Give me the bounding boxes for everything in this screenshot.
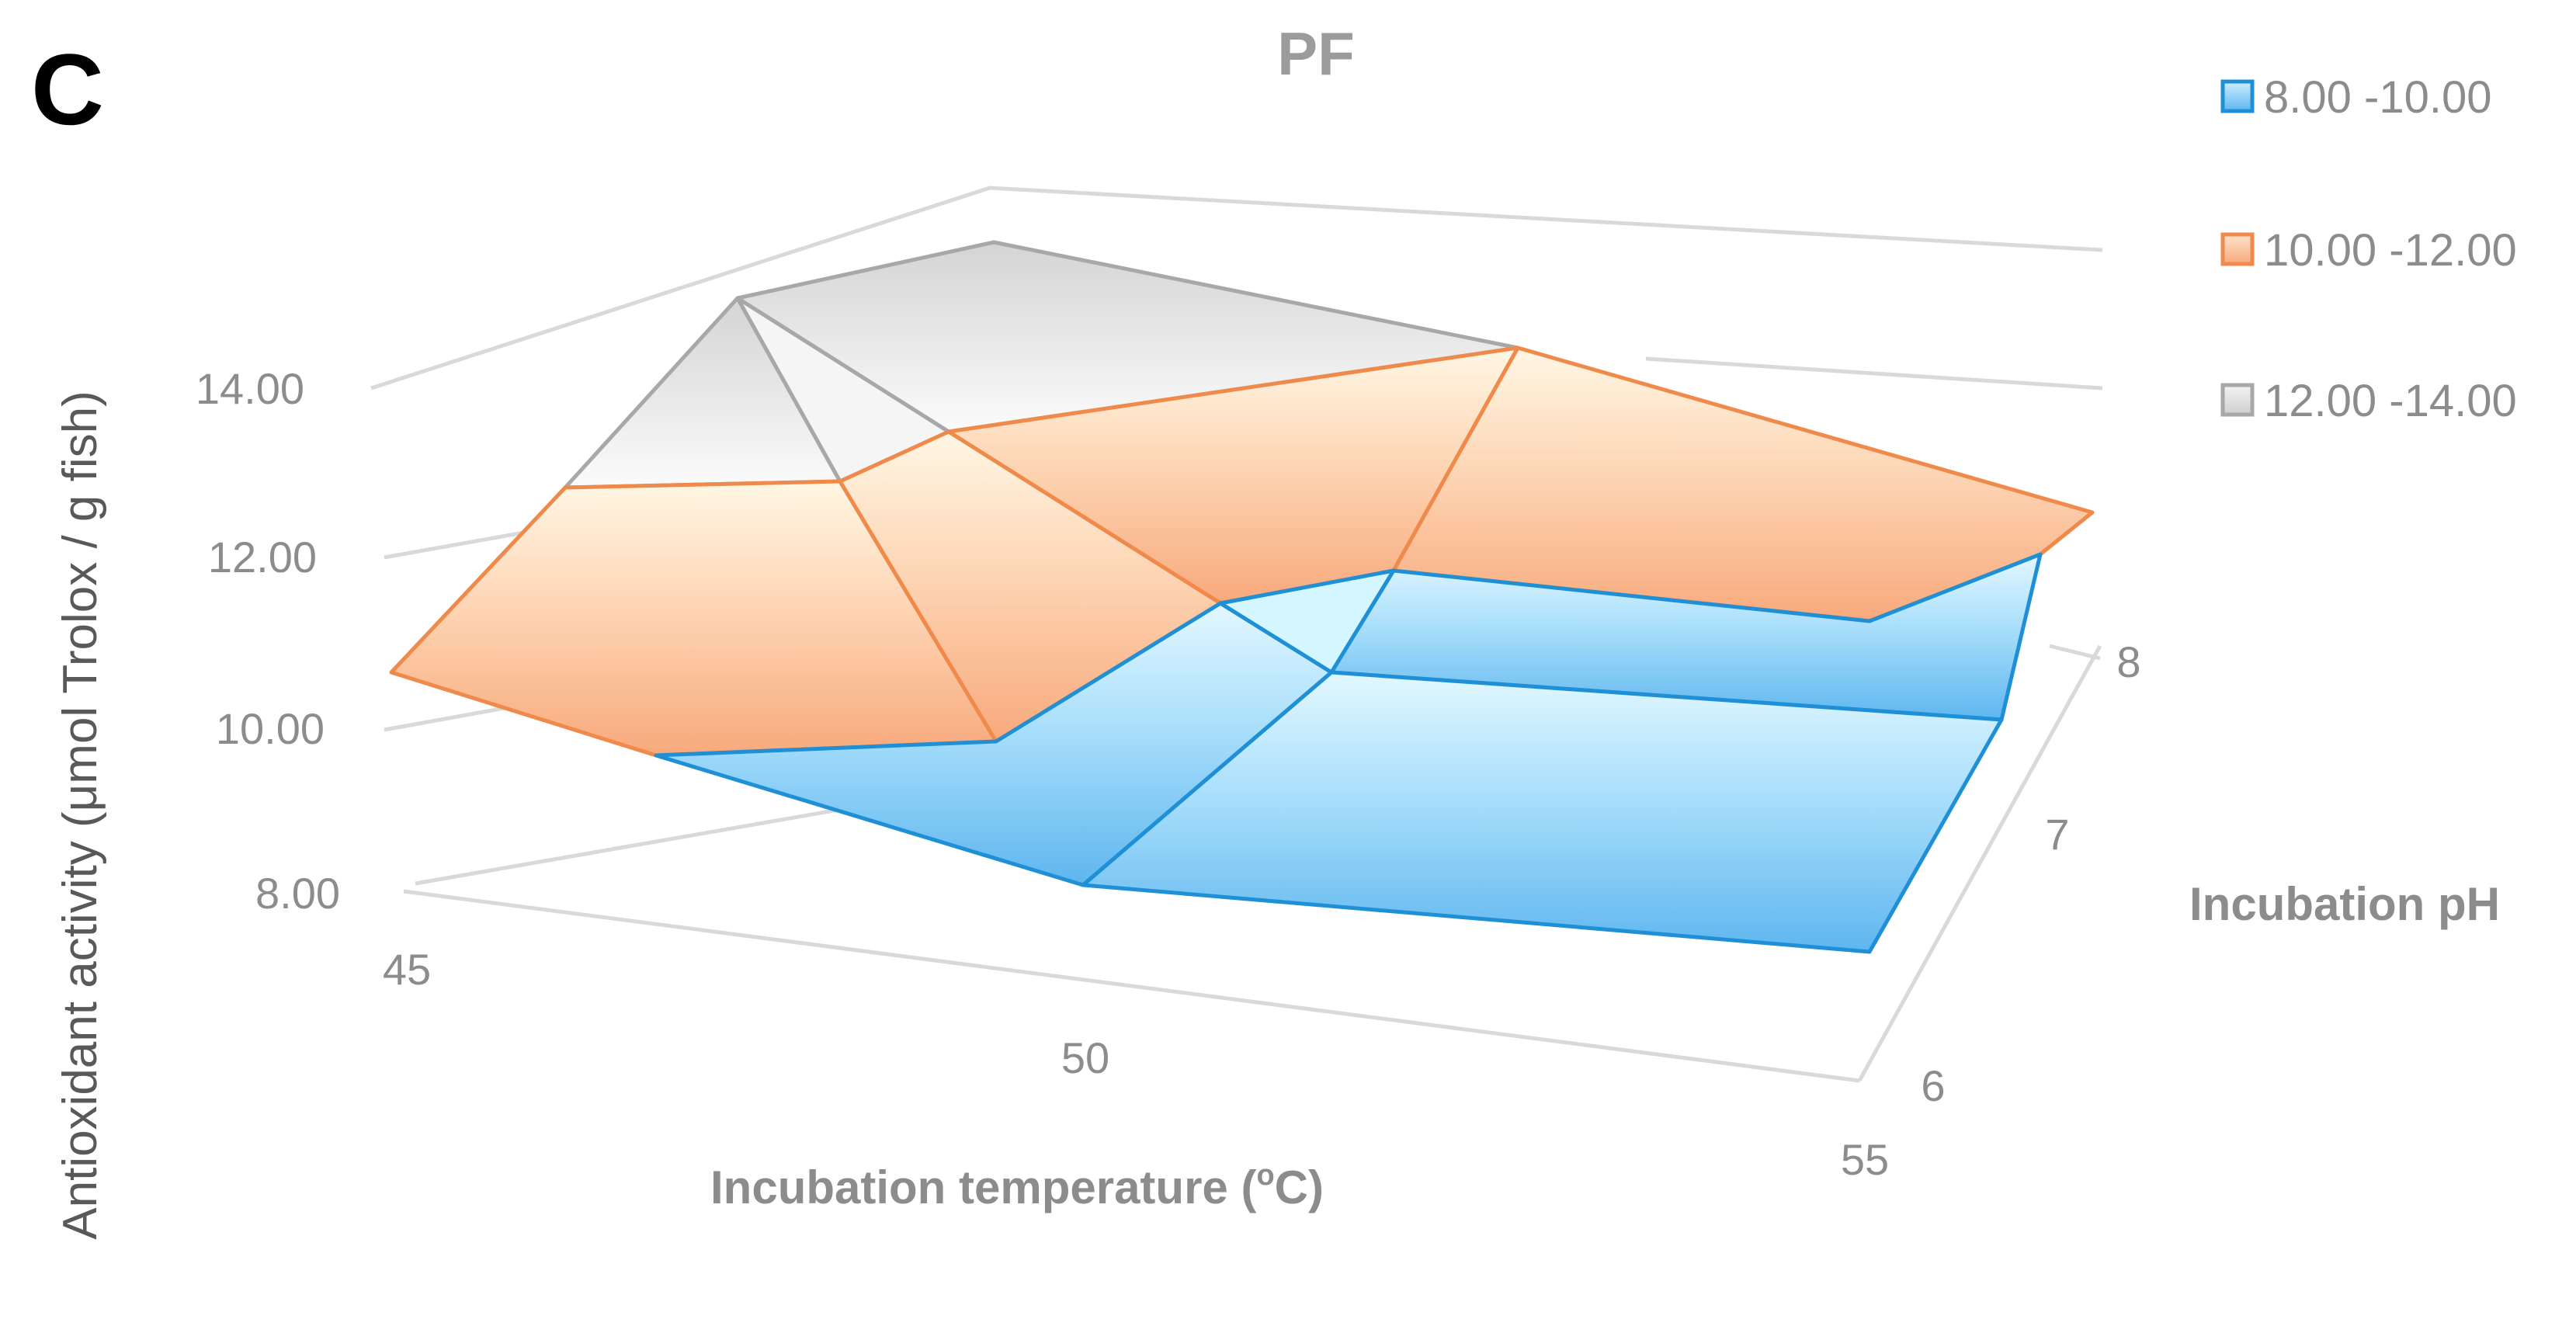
y-tick-10: 10.00 <box>216 704 325 753</box>
floor-back-tick <box>2049 644 2101 661</box>
legend-swatch-orange <box>2220 232 2255 266</box>
floor-front-edge <box>403 889 1860 1083</box>
y-tick-8: 8.00 <box>255 869 340 918</box>
z-tick-6: 6 <box>1921 1061 1945 1110</box>
x-tick-55: 55 <box>1841 1135 1889 1184</box>
surface-patch-blue-4 <box>1081 670 2004 954</box>
legend-item-band-3: 12.00 -14.00 <box>2220 376 2517 426</box>
surface <box>389 240 2095 954</box>
floor-right-edge <box>1857 644 2102 1082</box>
y-tick-14: 14.00 <box>196 364 304 413</box>
legend-label-band-1: 8.00 -10.00 <box>2264 72 2491 123</box>
y-axis-title: Antioxidant activity (μmol Trolox / g fi… <box>54 391 107 1240</box>
panel-label-group: C <box>31 33 104 146</box>
legend-label-band-3: 12.00 -14.00 <box>2264 376 2517 426</box>
z-tick-7: 7 <box>2045 810 2069 859</box>
z-tick-8: 8 <box>2116 637 2140 686</box>
legend: 8.00 -10.00 10.00 -12.00 12.00 -14.00 <box>2220 72 2517 426</box>
x-axis-ticks: 45 50 55 <box>383 945 1889 1184</box>
panel-label: C <box>31 33 104 146</box>
y-axis-ticks: 8.00 10.00 12.00 14.00 <box>196 364 340 918</box>
x-axis-title: Incubation temperature (oC) <box>710 1159 1324 1213</box>
legend-item-band-2: 10.00 -12.00 <box>2220 225 2517 276</box>
legend-swatch-blue <box>2220 79 2255 113</box>
z-axis-title: Incubation pH <box>2189 878 2500 930</box>
x-axis-title-tail: C) <box>1275 1161 1324 1213</box>
gridline-14 <box>370 186 2103 391</box>
x-axis-title-main: Incubation temperature ( <box>710 1161 1256 1213</box>
y-tick-12: 12.00 <box>208 533 317 581</box>
z-axis-ticks: 6 7 8 <box>1921 637 2140 1110</box>
legend-label-band-2: 10.00 -12.00 <box>2264 225 2517 276</box>
legend-item-band-1: 8.00 -10.00 <box>2220 72 2491 123</box>
x-tick-50: 50 <box>1061 1033 1109 1082</box>
gridline-back-14 <box>1645 356 2103 391</box>
legend-swatch-gray <box>2220 383 2255 417</box>
x-axis-title-superscript: o <box>1256 1159 1274 1192</box>
chart-title: PF <box>1277 19 1355 88</box>
surface-patch-blue-3 <box>1329 552 2043 722</box>
x-tick-45: 45 <box>383 945 431 994</box>
